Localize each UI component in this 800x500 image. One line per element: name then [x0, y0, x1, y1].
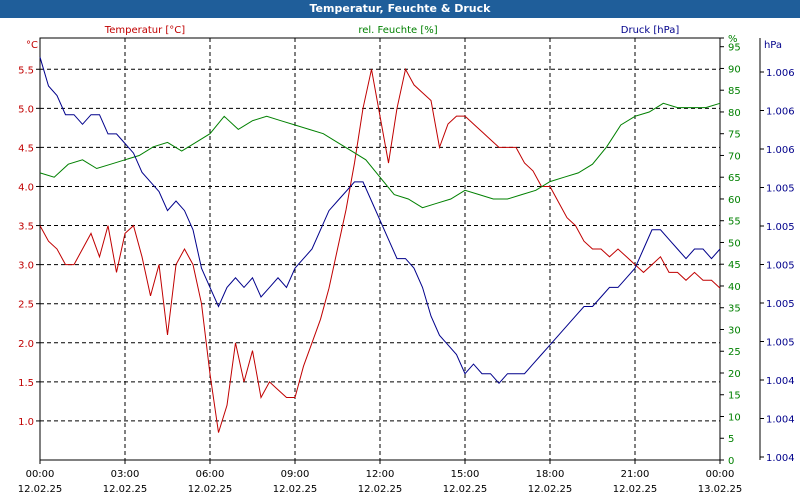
chart-plot: 1.0 1.5 2.0 2.5 3.0 3.5 4.0 4.5 5.0 5.5 0 5 10 15 20 2…: [18, 25, 795, 495]
temperature-tick-label: 2.5: [18, 300, 34, 311]
pressure-tick-label: 1.005: [766, 338, 795, 349]
pressure-tick-label: 1.004: [766, 415, 795, 426]
pressure-tick-label: 1.004: [766, 376, 795, 387]
humidity-tick-label: 30: [728, 325, 741, 336]
series-layer: [39, 57, 721, 433]
humidity-tick-label: 60: [728, 195, 741, 206]
x-tick-date: 12.02.25: [273, 484, 318, 495]
x-tick-date: 12.02.25: [188, 484, 233, 495]
temperature-tick-label: 1.5: [18, 378, 34, 389]
humidity-tick-label: 5: [728, 434, 734, 445]
grid-lines: [40, 38, 720, 460]
temperature-tick-label: 3.0: [18, 261, 34, 272]
temperature-unit-label: °C: [26, 40, 38, 51]
humidity-tick-label: 45: [728, 260, 741, 271]
x-tick-date: 12.02.25: [18, 484, 63, 495]
humidity-tick-label: 10: [728, 412, 741, 423]
x-tick-time: 21:00: [621, 469, 650, 480]
pressure-tick-label: 1.005: [766, 222, 795, 233]
pressure-axis: 1.004 1.004 1.004 1.005 1.005 1.005 1.005 1.005…: [759, 38, 795, 464]
pressure-unit-label: hPa: [764, 40, 782, 51]
humidity-tick-label: 15: [728, 391, 741, 402]
temperature-tick-label: 2.0: [18, 339, 34, 350]
humidity-tick-label: 90: [728, 64, 741, 75]
x-tick-time: 00:00: [706, 469, 735, 480]
humidity-tick-label: 80: [728, 108, 741, 119]
temperature-tick-label: 1.0: [18, 417, 34, 428]
temperature-tick-label: 4.5: [18, 143, 34, 154]
humidity-tick-label: 85: [728, 86, 741, 97]
x-tick-time: 12:00: [366, 469, 395, 480]
legend-humidity: rel. Feuchte [%]: [358, 25, 437, 36]
humidity-tick-label: 25: [728, 347, 741, 358]
pressure-tick-label: 1.005: [766, 299, 795, 310]
humidity-tick-label: 40: [728, 282, 741, 293]
chart-title: Temperatur, Feuchte & Druck: [0, 0, 800, 18]
x-tick-time: 15:00: [451, 469, 480, 480]
temperature-tick-label: 3.5: [18, 222, 34, 233]
humidity-tick-label: 50: [728, 238, 741, 249]
legend-temperature: Temperatur [°C]: [104, 25, 185, 36]
humidity-tick-label: 95: [728, 43, 741, 54]
pressure-tick-label: 1.005: [766, 261, 795, 272]
x-tick-date: 12.02.25: [528, 484, 573, 495]
pressure-tick-label: 1.006: [766, 68, 795, 79]
temperature-tick-label: 5.5: [18, 65, 34, 76]
humidity-tick-label: 75: [728, 130, 741, 141]
legend-pressure: Druck [hPa]: [621, 25, 680, 36]
pressure-tick-label: 1.005: [766, 184, 795, 195]
temperature-axis: 1.0 1.5 2.0 2.5 3.0 3.5 4.0 4.5 5.0 5.5: [18, 65, 40, 428]
humidity-tick-label: 0: [728, 456, 734, 467]
x-tick-time: 09:00: [281, 469, 310, 480]
series-line-pressure: [39, 57, 721, 385]
humidity-tick-label: 20: [728, 369, 741, 380]
temperature-tick-label: 4.0: [18, 182, 34, 193]
pressure-tick-label: 1.004: [766, 453, 795, 464]
pressure-tick-label: 1.006: [766, 145, 795, 156]
x-tick-time: 03:00: [111, 469, 140, 480]
legend: Temperatur [°C] rel. Feuchte [%] Druck […: [26, 25, 782, 51]
humidity-axis: 0 5 10 15 20 25 30 35 40 45 50 55 60 65 70 75 80 85 90 95%: [720, 34, 741, 467]
x-tick-time: 18:00: [536, 469, 565, 480]
humidity-tick-label: 55: [728, 217, 741, 228]
x-tick-date: 12.02.25: [358, 484, 403, 495]
humidity-tick-label: 65: [728, 173, 741, 184]
pressure-tick-label: 1.006: [766, 107, 795, 118]
humidity-tick-label: %: [728, 34, 738, 45]
x-tick-date: 13.02.25: [698, 484, 743, 495]
x-axis: 00:00 12.02.25 03:00 12.02.25 06:00 12.02.25 0…: [18, 460, 743, 495]
humidity-tick-label: 70: [728, 151, 741, 162]
x-tick-date: 12.02.25: [443, 484, 488, 495]
x-tick-date: 12.02.25: [103, 484, 148, 495]
humidity-tick-label: 35: [728, 304, 741, 315]
series-line-temperature: [39, 67, 721, 433]
x-tick-time: 00:00: [26, 469, 55, 480]
x-tick-time: 06:00: [196, 469, 225, 480]
temperature-tick-label: 5.0: [18, 104, 34, 115]
x-tick-date: 12.02.25: [613, 484, 658, 495]
series-line-humidity: [39, 102, 721, 209]
